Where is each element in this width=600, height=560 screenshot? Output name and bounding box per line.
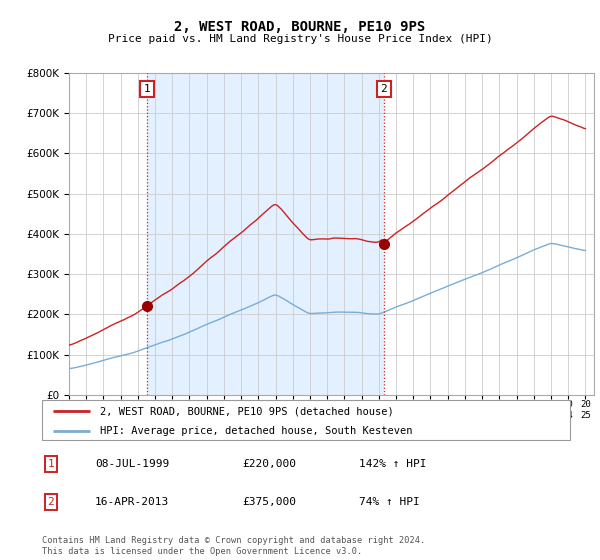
Text: 2: 2 <box>380 84 387 94</box>
Text: £375,000: £375,000 <box>242 497 296 507</box>
Text: 2, WEST ROAD, BOURNE, PE10 9PS: 2, WEST ROAD, BOURNE, PE10 9PS <box>175 20 425 34</box>
Text: 08-JUL-1999: 08-JUL-1999 <box>95 459 169 469</box>
Text: 1: 1 <box>47 459 54 469</box>
Text: £220,000: £220,000 <box>242 459 296 469</box>
Text: 74% ↑ HPI: 74% ↑ HPI <box>359 497 419 507</box>
Text: Contains HM Land Registry data © Crown copyright and database right 2024.
This d: Contains HM Land Registry data © Crown c… <box>42 536 425 556</box>
Text: HPI: Average price, detached house, South Kesteven: HPI: Average price, detached house, Sout… <box>100 426 413 436</box>
Text: 2, WEST ROAD, BOURNE, PE10 9PS (detached house): 2, WEST ROAD, BOURNE, PE10 9PS (detached… <box>100 407 394 417</box>
Text: 2: 2 <box>47 497 54 507</box>
Text: 142% ↑ HPI: 142% ↑ HPI <box>359 459 426 469</box>
Text: 1: 1 <box>144 84 151 94</box>
Bar <box>147 73 384 395</box>
Text: 16-APR-2013: 16-APR-2013 <box>95 497 169 507</box>
Text: Price paid vs. HM Land Registry's House Price Index (HPI): Price paid vs. HM Land Registry's House … <box>107 34 493 44</box>
FancyBboxPatch shape <box>42 400 570 440</box>
